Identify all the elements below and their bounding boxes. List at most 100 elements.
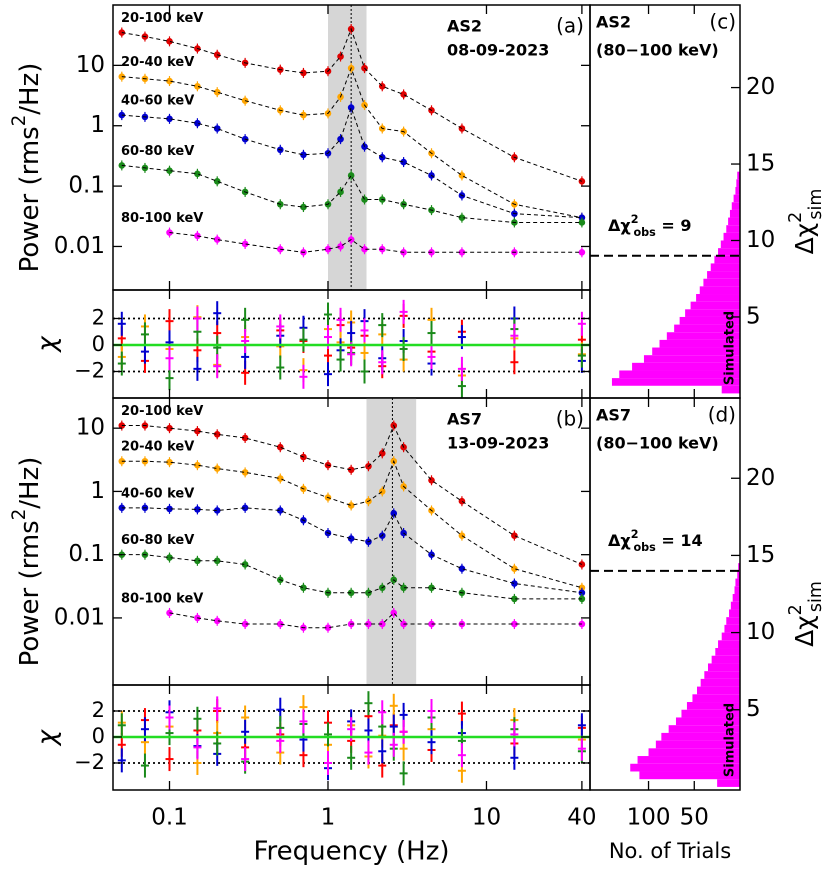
- annotation: (80−100 keV): [596, 41, 719, 60]
- model-line: [169, 232, 582, 253]
- histogram-bar: [738, 563, 740, 571]
- histogram-bar: [728, 217, 740, 226]
- histogram-bar: [685, 309, 740, 317]
- histogram-bar: [619, 370, 740, 379]
- model-line: [121, 164, 582, 223]
- inner-label: Simulated: [723, 703, 738, 777]
- data-point: [241, 561, 249, 568]
- data-point: [241, 240, 249, 248]
- label-part: Δχ: [790, 615, 819, 647]
- histogram-bar: [732, 594, 740, 602]
- label-part: Δχ: [790, 223, 819, 255]
- data-point: [361, 196, 368, 203]
- data-point: [166, 77, 173, 85]
- annotation: 13-09-2023: [447, 434, 549, 453]
- label-part: = 9: [656, 215, 692, 234]
- data-point: [166, 424, 173, 432]
- y2-tick-label: 15: [746, 542, 775, 568]
- data-point: [347, 502, 355, 509]
- shaded-band: [366, 398, 417, 685]
- data-point: [300, 584, 307, 592]
- y-tick-label: 10: [76, 415, 105, 441]
- data-point: [458, 565, 466, 573]
- series-label: 80-100 keV: [121, 591, 203, 606]
- data-point: [241, 504, 249, 512]
- histogram-bar: [652, 347, 740, 356]
- data-point: [300, 203, 307, 211]
- data-point: [337, 135, 344, 143]
- histogram-bar: [729, 609, 740, 618]
- histogram-bar: [736, 179, 740, 187]
- y2-axis-label: Δχ2sim: [786, 189, 826, 255]
- model-line: [121, 507, 582, 594]
- histogram-bar: [643, 355, 740, 363]
- histogram-bar: [735, 578, 740, 587]
- series-label: 20-40 keV: [121, 55, 194, 70]
- data-point: [428, 584, 435, 592]
- data-point: [458, 532, 466, 539]
- data-point: [511, 580, 518, 587]
- label-sub: obs: [633, 540, 656, 553]
- y-axis-label: Power (rms2/Hz): [9, 457, 45, 667]
- data-point: [390, 510, 398, 517]
- y2-tick-label: 5: [746, 303, 761, 329]
- data-point: [276, 443, 284, 451]
- histogram-bar: [715, 648, 740, 656]
- y-tick-label: 2: [92, 698, 105, 722]
- histogram-bar: [611, 378, 740, 386]
- y-tick-label: −2: [74, 750, 105, 774]
- label-part: = 14: [656, 530, 703, 549]
- histogram-bar: [686, 702, 740, 710]
- data-point: [166, 554, 173, 561]
- y-tick-label: 0: [92, 332, 105, 356]
- histogram-bar: [703, 278, 740, 287]
- histogram-bar: [690, 301, 740, 310]
- histogram-bar: [707, 663, 740, 672]
- y-tick-label: 1: [90, 112, 105, 138]
- data-point: [241, 434, 249, 442]
- data-point: [324, 624, 332, 632]
- data-point: [194, 427, 201, 435]
- histogram-bar: [717, 779, 740, 787]
- histogram-bar: [692, 694, 740, 703]
- histogram-bar: [711, 655, 740, 664]
- data-point: [213, 236, 221, 243]
- panel-label: (d): [708, 403, 736, 427]
- series-label: 20-100 keV: [121, 404, 203, 419]
- label-sup: 2: [786, 212, 806, 223]
- data-point: [511, 595, 518, 603]
- histogram-bar: [729, 209, 740, 218]
- histogram-bar: [681, 709, 740, 718]
- histogram-bar: [735, 186, 740, 195]
- label-sup: 2: [9, 509, 30, 521]
- y-tick-label: 2: [92, 305, 105, 329]
- y-axis-label: Power (rms2/Hz): [9, 63, 45, 273]
- model-line: [121, 459, 583, 589]
- histogram-bar: [734, 586, 740, 594]
- histogram-bar: [637, 756, 740, 764]
- y-tick-label: 0.01: [54, 233, 105, 259]
- data-point: [378, 488, 386, 495]
- data-point: [511, 532, 518, 539]
- y2-axis-label: Δχ2sim: [786, 581, 826, 647]
- data-point: [213, 507, 221, 514]
- model-line: [121, 554, 582, 600]
- data-point: [166, 167, 173, 174]
- data-point: [276, 475, 284, 482]
- annotation: AS2: [447, 17, 482, 36]
- y-tick-label: −2: [74, 358, 105, 382]
- histogram-bar: [721, 385, 740, 394]
- label-part: Δχ: [608, 215, 631, 234]
- y-tick-label: 0.1: [68, 541, 105, 567]
- model-line: [121, 27, 583, 182]
- data-point: [400, 158, 407, 166]
- data-point: [300, 69, 307, 77]
- y2-tick-label: 20: [746, 465, 775, 491]
- x-tick-label: 0.1: [151, 805, 188, 831]
- panel-label: (c): [709, 10, 736, 34]
- data-point: [166, 38, 173, 45]
- data-point: [118, 111, 126, 119]
- data-point: [511, 565, 518, 573]
- data-point: [241, 469, 249, 476]
- label-sup: 2: [631, 527, 639, 540]
